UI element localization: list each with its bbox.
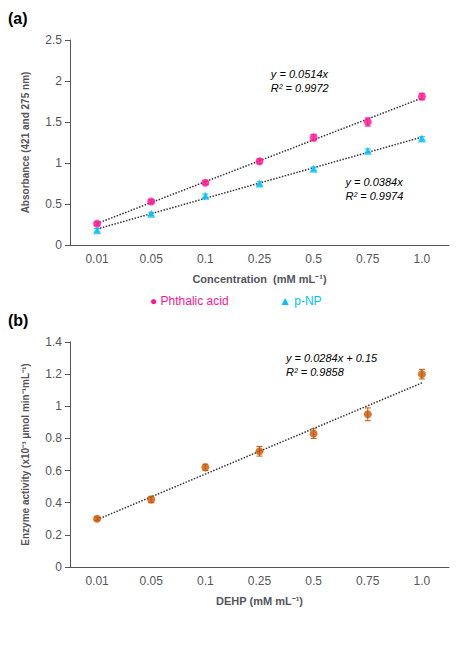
svg-text:1.4: 1.4 [45,335,62,349]
svg-text:R² = 0.9972: R² = 0.9972 [271,82,329,94]
svg-text:R² = 0.9974: R² = 0.9974 [346,190,404,202]
svg-text:(a): (a) [8,10,28,27]
svg-text:0: 0 [55,238,62,252]
svg-text:0.25: 0.25 [248,252,272,266]
svg-text:2.5: 2.5 [45,33,62,47]
svg-text:▲ p-NP: ▲ p-NP [279,294,322,308]
svg-text:DEHP (mM mL⁻¹): DEHP (mM mL⁻¹) [216,595,303,607]
svg-text:0.5: 0.5 [305,574,322,588]
svg-text:1: 1 [55,156,62,170]
svg-text:0.5: 0.5 [45,197,62,211]
svg-text:1.2: 1.2 [45,367,62,381]
svg-text:1.0: 1.0 [414,574,431,588]
svg-text:0.05: 0.05 [140,252,164,266]
svg-text:2: 2 [55,74,62,88]
svg-text:(b): (b) [8,312,28,329]
svg-text:0.2: 0.2 [45,528,62,542]
svg-text:0.8: 0.8 [45,431,62,445]
svg-text:1.0: 1.0 [414,252,431,266]
svg-text:y = 0.0284x + 0.15: y = 0.0284x + 0.15 [285,352,378,364]
svg-text:0.1: 0.1 [197,574,214,588]
svg-text:0.6: 0.6 [45,464,62,478]
svg-text:0.4: 0.4 [45,496,62,510]
svg-text:0: 0 [55,560,62,574]
svg-text:1.5: 1.5 [45,115,62,129]
svg-text:Enzyme activity (x10⁻³ μmol mi: Enzyme activity (x10⁻³ μmol min⁻¹mL⁻¹) [20,363,31,545]
svg-text:0.1: 0.1 [197,252,214,266]
svg-text:0.01: 0.01 [85,574,109,588]
svg-text:Concentration (mM mL⁻¹): Concentration (mM mL⁻¹) [192,273,326,285]
svg-text:0.01: 0.01 [85,252,109,266]
svg-text:R² = 0.9858: R² = 0.9858 [286,366,345,378]
svg-text:0.5: 0.5 [305,252,322,266]
svg-text:0.75: 0.75 [356,252,380,266]
svg-text:0.75: 0.75 [356,574,380,588]
svg-text:y = 0.0514x: y = 0.0514x [270,68,329,80]
svg-text:● Phthalic acid: ● Phthalic acid [150,294,229,308]
svg-text:y = 0.0384x: y = 0.0384x [345,176,404,188]
svg-text:0.25: 0.25 [248,574,272,588]
svg-text:1: 1 [55,399,62,413]
svg-text:Absorbance (421 and 275 nm): Absorbance (421 and 275 nm) [20,72,31,214]
svg-text:0.05: 0.05 [140,574,164,588]
